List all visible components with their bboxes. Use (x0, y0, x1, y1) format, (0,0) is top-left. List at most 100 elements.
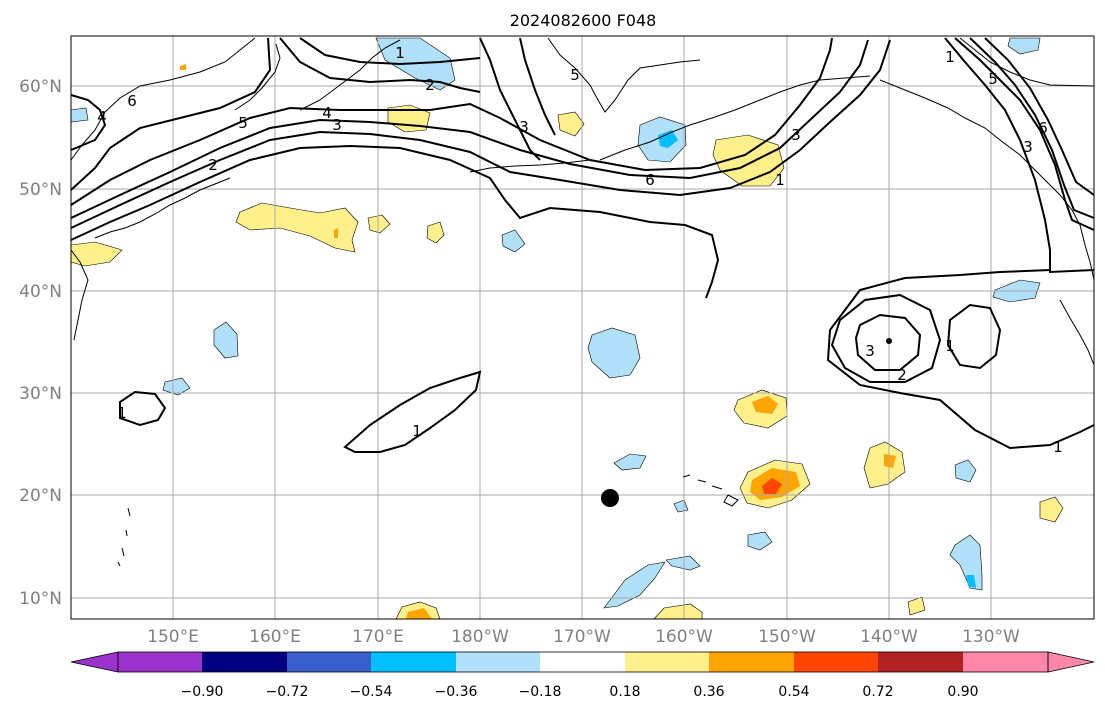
pos-core-4 (406, 608, 432, 619)
lon-label: 150°W (758, 627, 816, 647)
colorbar-tick-label: −0.72 (266, 684, 309, 700)
lon-label: 170°E (352, 627, 404, 647)
contour-label: 1 (945, 48, 955, 66)
contour-high-2 (830, 293, 942, 383)
coast-pacific-nw (1059, 299, 1095, 366)
contour-label: 4 (97, 108, 107, 126)
contour-west-3 (70, 39, 891, 229)
lat-label: 60°N (19, 77, 62, 97)
contour-west-6 (70, 37, 272, 191)
contour-bering-d (519, 37, 556, 136)
lat-label: 50°N (19, 180, 62, 200)
contour-bering-b (299, 37, 481, 66)
colorbar-segment (456, 652, 540, 672)
colorbar-segment (202, 652, 287, 672)
contour-label: 2 (208, 156, 218, 174)
contour-label: 1 (412, 422, 422, 440)
lon-label: 130°W (962, 627, 1020, 647)
pos-area-11 (1039, 496, 1064, 523)
map-panel: 1 2 4 5 6 3 4 3 2 6 5 3 1 6 5 3 1 3 2 1 … (70, 35, 1095, 620)
colorbar-segment (625, 652, 709, 672)
colorbar-segment (118, 652, 202, 672)
neg-area-4 (213, 321, 239, 359)
contour-label: 5 (238, 114, 248, 132)
contour-northwest (70, 94, 107, 151)
contour-west-5 (70, 37, 833, 206)
neg-area-10 (603, 561, 666, 609)
neg-area-3 (501, 229, 526, 253)
contour-label: 1 (1053, 438, 1063, 456)
contour-label: 3 (332, 116, 342, 134)
contour-label: 1 (117, 404, 127, 422)
contour-label: 5 (988, 70, 998, 88)
contours (70, 37, 1095, 453)
colorbar-tick-label: 0.72 (862, 684, 893, 700)
contour-label: 1 (775, 171, 785, 189)
lon-label: 180°W (451, 627, 509, 647)
colorbar-tick-label: 0.18 (609, 684, 640, 700)
contour-labels: 1 2 4 5 6 3 4 3 2 6 5 3 1 6 5 3 1 3 2 1 … (97, 44, 1063, 456)
contour-label: 2 (897, 366, 907, 384)
lat-label: 30°N (19, 384, 62, 404)
neg-area-12 (954, 459, 977, 483)
lat-label: 40°N (19, 282, 62, 302)
colorbar-tick-labels: −0.90 −0.72 −0.54 −0.36 −0.18 0.18 0.36 … (181, 684, 979, 700)
neg-area-15 (1007, 37, 1041, 55)
coast-japan-hokkaido (70, 249, 89, 341)
lon-label: 160°W (655, 627, 713, 647)
contour-label: 4 (322, 104, 332, 122)
graticule (71, 36, 1094, 619)
contour-bering-c (479, 37, 541, 161)
contour-label: 6 (127, 92, 137, 110)
neg-area-9 (747, 531, 773, 551)
map-border (70, 35, 1095, 620)
colorbar-segment (540, 652, 625, 672)
neg-area-6 (587, 327, 641, 379)
contour-bering-a (279, 37, 481, 93)
coast-alaska-peninsula (599, 75, 871, 161)
contour-central-1 (343, 370, 482, 453)
contour-label: 3 (865, 342, 875, 360)
colorbar-tick-label: −0.18 (519, 684, 562, 700)
contour-label: 5 (570, 66, 580, 84)
contour-west-subtrop-1 (119, 390, 167, 427)
coast-north-canada (959, 37, 1095, 87)
longitude-labels: 150°E 160°E 170°E 180°W 170°W 160°W 150°… (147, 627, 1020, 647)
contour-gulf-6 (954, 37, 1095, 231)
neg-area-7 (613, 453, 647, 471)
contour-label: 1 (395, 44, 405, 62)
coast-gulf-alaska (879, 79, 1081, 226)
contour-label: 3 (791, 126, 801, 144)
colorbar-segment (371, 652, 456, 672)
colorbar-extend-low (70, 651, 119, 673)
neg-core-2 (966, 575, 976, 588)
colorbar-tick-label: 0.36 (693, 684, 724, 700)
pos-area-12 (907, 596, 926, 616)
coast-hawaii (682, 474, 739, 507)
neg-core-1 (658, 130, 678, 148)
colorbar-segment (878, 652, 963, 672)
pos-area-6 (557, 111, 585, 137)
colorbar-tick-label: −0.90 (181, 684, 224, 700)
contour-gulf-1 (944, 37, 1095, 274)
pos-core-5 (334, 228, 338, 238)
contour-west-4 (70, 39, 869, 219)
colorbar-tick-label: −0.54 (350, 684, 393, 700)
lat-label: 20°N (19, 486, 62, 506)
colorbar-tick-label: 0.54 (778, 684, 809, 700)
pos-core-1 (752, 396, 778, 414)
lon-label: 170°W (553, 627, 611, 647)
coast-marianas (117, 507, 131, 567)
neg-area-16 (70, 107, 89, 123)
lat-label: 10°N (19, 589, 62, 609)
contour-gulf-3 (984, 37, 1095, 196)
coastlines (70, 37, 1095, 567)
contour-label: 3 (1023, 138, 1033, 156)
contour-subtrop-1 (826, 269, 1095, 450)
pos-peak-1 (762, 478, 782, 494)
neg-area-11 (665, 555, 701, 571)
contour-label: 6 (1038, 119, 1048, 137)
contour-label: 1 (945, 337, 955, 355)
pos-core-6 (180, 64, 186, 70)
